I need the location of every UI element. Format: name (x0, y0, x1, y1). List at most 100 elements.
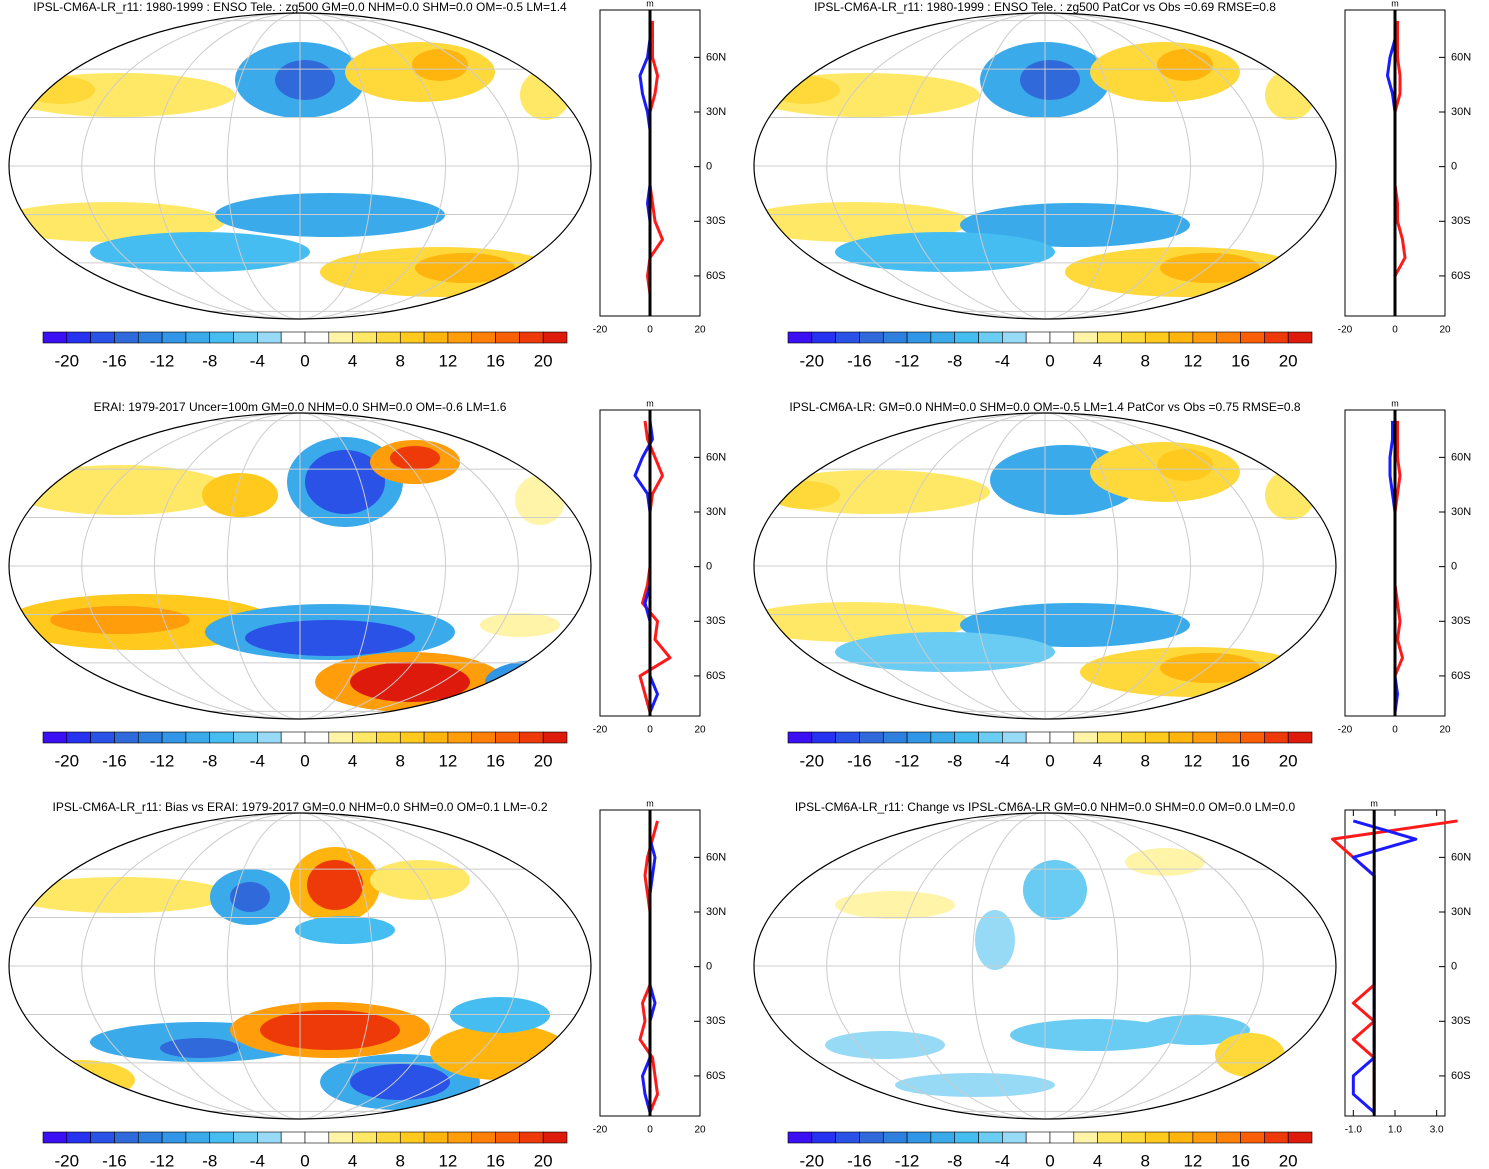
colorbar-box (519, 731, 544, 744)
colorbar-label: -16 (102, 751, 127, 770)
colorbar-box (1049, 731, 1075, 744)
anomaly-region (520, 70, 570, 120)
anomaly-region (307, 860, 363, 910)
panel-title: ERAI: 1979-2017 Uncer=100m GM=0.0 NHM=0.… (94, 400, 507, 414)
colorbar-label: 20 (1279, 751, 1298, 770)
anomaly-region (1023, 860, 1087, 920)
colorbar-box (423, 1131, 449, 1144)
anomaly-region (825, 1031, 945, 1059)
colorbar-box (882, 731, 908, 744)
colorbar-box (90, 1131, 115, 1144)
anomaly-region (415, 253, 515, 283)
colorbar-box (519, 331, 544, 344)
panel: IPSL-CM6A-LR_r11: 1980-1999 : ENSO Tele.… (8, 0, 726, 370)
map (754, 413, 1336, 719)
x-tick-label: 0 (1392, 325, 1398, 336)
colorbar-box (1073, 1131, 1098, 1144)
colorbar-label: 12 (438, 351, 457, 370)
meridian (81, 13, 519, 319)
panel: IPSL-CM6A-LR_r11: Change vs IPSL-CM6A-LR… (753, 798, 1471, 1169)
colorbar-box (1168, 1131, 1194, 1144)
colorbar-box (447, 1131, 473, 1144)
colorbar-label: -8 (202, 351, 217, 370)
colorbar-box (787, 1131, 813, 1144)
colorbar-box (304, 1131, 330, 1144)
meridian (899, 413, 1191, 719)
meridian (899, 813, 1191, 1119)
colorbar-box (161, 731, 187, 744)
colorbar-box (811, 731, 836, 744)
colorbar-box (42, 1131, 68, 1144)
colorbar-box (1121, 1131, 1146, 1144)
colorbar-box (1287, 1131, 1313, 1144)
x-tick-label: -20 (593, 325, 608, 336)
colorbar-box (233, 731, 258, 744)
colorbar-box (1097, 1131, 1122, 1144)
colorbar-box (787, 731, 813, 744)
colorbar-label: 16 (1231, 751, 1250, 770)
colorbar-box (1287, 331, 1313, 344)
colorbar-box (1240, 731, 1265, 744)
colorbar-box (906, 331, 932, 344)
colorbar-box (930, 331, 956, 344)
meridian (971, 813, 1119, 1119)
anomaly-region (215, 193, 445, 237)
map-border (753, 812, 1337, 1120)
colorbar-box (1073, 731, 1098, 744)
colorbar-box (1121, 331, 1146, 344)
colorbar-box (954, 1131, 979, 1144)
colorbar-box (137, 331, 163, 344)
anomaly-region (260, 1010, 400, 1050)
y-tick-label: 0 (706, 161, 712, 173)
colorbar-box (90, 731, 115, 744)
anomaly-region (1010, 1019, 1180, 1051)
colorbar-box (835, 331, 860, 344)
colorbar-label: -20 (55, 751, 80, 770)
colorbar-box (114, 731, 139, 744)
anomaly-region (412, 49, 468, 81)
profile-line (1351, 819, 1418, 1114)
colorbar-label: 8 (1141, 1151, 1150, 1169)
colorbar-label: -20 (55, 351, 80, 370)
anomaly-region (1160, 653, 1260, 683)
colorbar-label: 20 (534, 351, 553, 370)
meridian (81, 813, 519, 1119)
colorbar-box (1264, 331, 1289, 344)
colorbar-label: -4 (250, 751, 265, 770)
y-tick-label: 60S (1451, 270, 1471, 282)
map (9, 413, 591, 719)
y-tick-label: 0 (706, 561, 712, 573)
x-tick-label: 0 (647, 325, 653, 336)
colorbar-box (447, 731, 473, 744)
colorbar-box (978, 731, 1003, 744)
colorbar-box (185, 1131, 211, 1144)
colorbar-box (423, 331, 449, 344)
colorbar-label: 20 (534, 751, 553, 770)
colorbar-box (280, 731, 306, 744)
colorbar-box (978, 1131, 1003, 1144)
panel-title: IPSL-CM6A-LR_r11: 1980-1999 : ENSO Tele.… (814, 0, 1276, 14)
x-tick-label: 3.0 (1430, 1125, 1444, 1136)
colorbar-box (542, 1131, 568, 1144)
colorbar-box (42, 331, 68, 344)
colorbar-box (1144, 731, 1170, 744)
anomaly-region (275, 60, 335, 100)
anomaly-region (25, 76, 95, 104)
colorbar-box (930, 1131, 956, 1144)
colorbar-box (1216, 331, 1241, 344)
colorbar-label: 20 (534, 1151, 553, 1169)
colorbar-label: -8 (947, 351, 962, 370)
y-tick-label: 30N (1451, 506, 1471, 518)
y-tick-label: 60N (706, 451, 726, 463)
anomaly-region (450, 997, 550, 1033)
anomaly-region (765, 1068, 845, 1092)
colorbar-box (542, 731, 568, 744)
x-tick-label: 20 (1439, 325, 1451, 336)
colorbar-box (1168, 731, 1194, 744)
colorbar-label: 16 (486, 351, 505, 370)
colorbar-box (1240, 331, 1265, 344)
colorbar-box (1216, 731, 1241, 744)
meridian (81, 413, 519, 719)
colorbar-box (1144, 331, 1170, 344)
anomaly-region (1265, 470, 1315, 520)
